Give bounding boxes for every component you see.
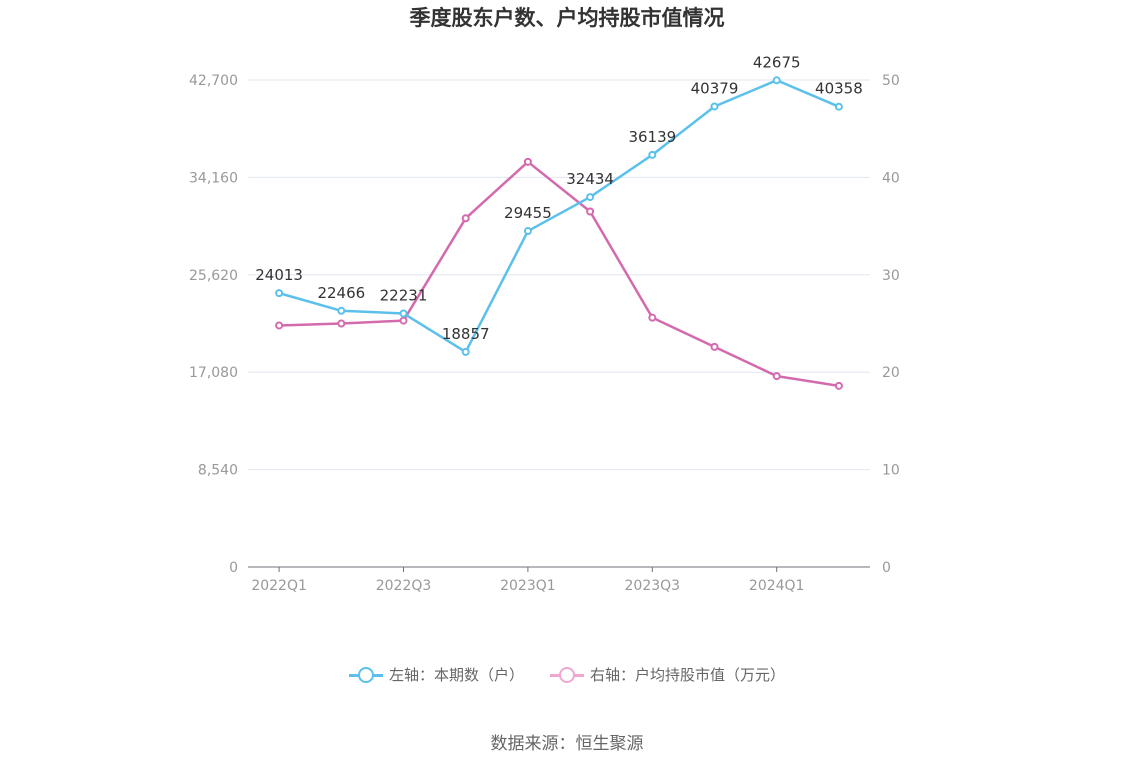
data-point-avg-holding	[834, 381, 843, 390]
data-point-avg-holding	[461, 214, 470, 223]
data-point-households	[461, 347, 470, 356]
data-label-households: 42675	[753, 53, 801, 71]
data-point-households	[834, 102, 843, 111]
y-left-tick-label: 34,160	[189, 170, 238, 186]
data-label-households: 32434	[566, 170, 614, 188]
legend-swatch-avg-holding-icon	[550, 666, 584, 683]
data-label-households: 40379	[691, 79, 739, 97]
data-label-households: 40358	[815, 80, 863, 98]
y-left-tick-label: 42,700	[189, 73, 238, 89]
series-line-avg-holding	[279, 160, 840, 388]
y-right-tick-label: 40	[882, 170, 900, 186]
legend-item-households[interactable]: 左轴：本期数（户）	[348, 664, 524, 685]
legend: 左轴：本期数（户） 右轴：户均持股市值（万元）	[0, 664, 1134, 685]
y-right-tick-label: 10	[882, 463, 900, 479]
data-point-households	[586, 193, 595, 202]
x-tick-label: 2022Q1	[251, 578, 307, 594]
y-right-tick-label: 0	[882, 560, 891, 576]
data-point-households	[337, 306, 346, 315]
y-right-tick-label: 30	[882, 268, 900, 284]
y-left-tick-label: 8,540	[198, 463, 238, 479]
data-point-avg-holding	[275, 321, 284, 330]
data-source-note: 数据来源：恒生聚源	[490, 734, 644, 754]
data-point-avg-holding	[772, 372, 781, 381]
series-line-households	[278, 79, 840, 354]
data-point-avg-holding	[399, 316, 408, 325]
axis-layer: 0 0 8,540 10 17,080 20 25,620 30 34,160 40 42,700 5…	[189, 73, 900, 594]
data-label-households: 22231	[380, 286, 428, 304]
data-label-households: 22466	[317, 284, 365, 302]
data-point-households	[399, 309, 408, 318]
legend-label-avg-holding: 右轴：户均持股市值（万元）	[590, 666, 786, 684]
y-right-tick-label: 20	[882, 365, 900, 381]
data-point-households	[523, 227, 532, 236]
data-label-households: 18857	[442, 325, 490, 343]
data-point-avg-holding	[337, 319, 346, 328]
legend-item-avg-holding[interactable]: 右轴：户均持股市值（万元）	[550, 664, 785, 685]
x-tick-label: 2024Q1	[749, 578, 805, 594]
data-point-households	[275, 289, 284, 298]
data-label-households: 29455	[504, 204, 552, 222]
y-right-tick-label: 50	[882, 73, 900, 89]
y-left-tick-label: 17,080	[189, 365, 238, 381]
data-point-avg-holding	[648, 313, 657, 322]
data-label-layer: 24013 22466 22231 18857 29455 32434 36139 40379…	[255, 53, 863, 343]
data-point-avg-holding	[586, 207, 595, 216]
x-tick-label: 2022Q3	[376, 578, 432, 594]
data-point-avg-holding	[523, 157, 532, 166]
data-point-avg-holding	[710, 342, 719, 351]
data-label-households: 36139	[628, 128, 676, 146]
grid-layer	[248, 79, 870, 471]
x-tick-label: 2023Q3	[625, 578, 681, 594]
data-point-households	[710, 102, 719, 111]
legend-swatch-households-icon	[348, 666, 383, 683]
legend-label-households: 左轴：本期数（户）	[388, 666, 524, 684]
series-layer	[275, 76, 843, 390]
data-label-households: 24013	[255, 266, 303, 284]
x-tick-label: 2023Q1	[500, 578, 556, 594]
chart-title: 季度股东户数、户均持股市值情况	[409, 6, 725, 30]
data-point-households	[772, 76, 781, 85]
y-left-tick-label: 25,620	[189, 268, 238, 284]
data-point-households	[648, 150, 657, 159]
y-left-tick-label: 0	[229, 560, 238, 576]
